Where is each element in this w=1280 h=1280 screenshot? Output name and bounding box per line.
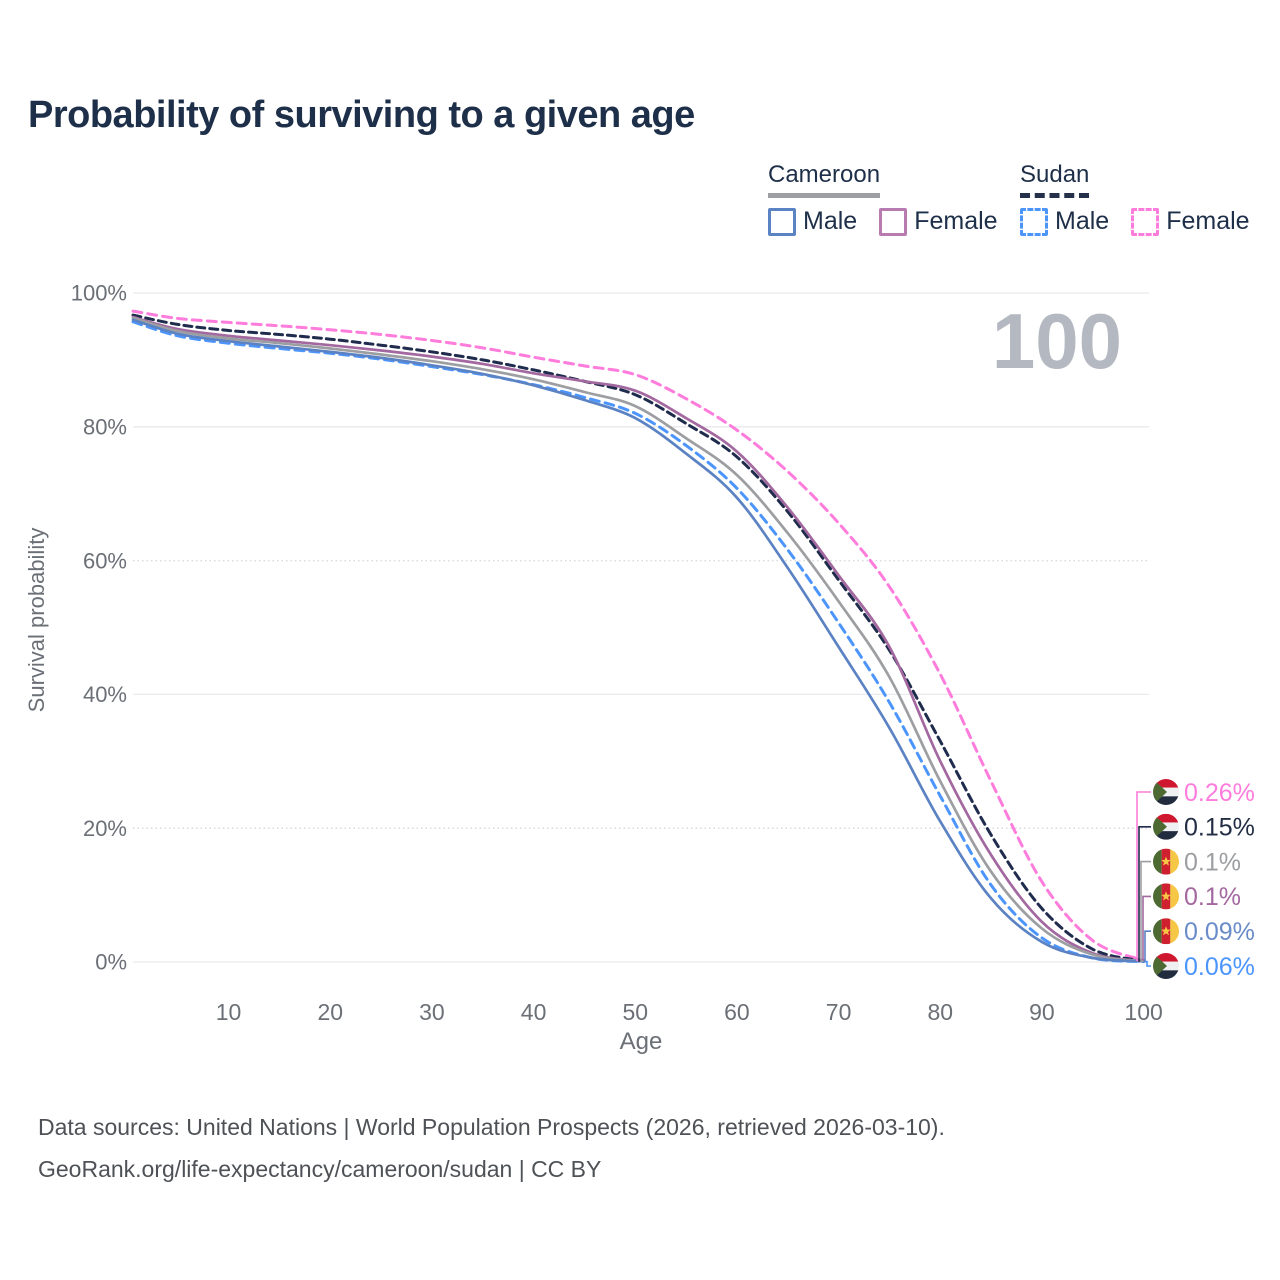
y-tick-label: 20%: [83, 816, 127, 841]
legend-item-label: Female: [914, 207, 998, 235]
x-tick-label: 80: [927, 999, 953, 1025]
legend-swatch-icon: [879, 207, 908, 236]
cameroon-flag-icon: [1153, 883, 1179, 910]
x-tick-label: 70: [826, 999, 852, 1025]
sudan-flag-icon: [1153, 953, 1179, 979]
x-tick-label: 90: [1029, 999, 1055, 1025]
footer: Data sources: United Nations | World Pop…: [38, 1106, 945, 1190]
legend-item-cameroon-male[interactable]: Male: [768, 207, 857, 236]
x-tick-label: 10: [216, 999, 242, 1025]
end-label-leader-line: [1140, 860, 1151, 963]
end-label-value-cameroon-both: 0.1%: [1184, 848, 1241, 876]
footer-attribution: GeoRank.org/life-expectancy/cameroon/sud…: [38, 1156, 602, 1182]
end-label-value-sudan-both: 0.15%: [1184, 814, 1255, 842]
legend-swatch-icon: [1131, 207, 1160, 236]
page-title: Probability of surviving to a given age: [28, 94, 695, 136]
x-tick-label: 100: [1124, 999, 1162, 1025]
footer-data-sources: Data sources: United Nations | World Pop…: [38, 1114, 945, 1140]
y-tick-label: 0%: [95, 950, 127, 975]
age-100-watermark: 100: [992, 297, 1122, 385]
legend-group-title-sudan: Sudan: [1020, 162, 1090, 198]
end-label-value-sudan-male: 0.06%: [1184, 953, 1255, 981]
legend-item-label: Male: [803, 207, 858, 235]
legend-swatch-icon: [1020, 207, 1048, 236]
sudan-flag-icon: [1153, 813, 1179, 840]
curve-sudan-male[interactable]: [131, 320, 1146, 964]
legend-group-sudan: Sudan Male Female: [1020, 162, 1250, 236]
x-tick-label: 60: [724, 999, 750, 1025]
y-tick-label: 100%: [71, 281, 127, 306]
x-tick-label: 50: [622, 999, 648, 1025]
curve-cameroon-both[interactable]: [131, 316, 1145, 963]
legend-item-label: Female: [1166, 207, 1250, 235]
legend-group-title-cameroon: Cameroon: [768, 162, 881, 198]
legend: Cameroon Male Female Sudan Male Female: [0, 162, 1280, 242]
legend-swatch-icon: [768, 207, 796, 236]
legend-item-label: Male: [1055, 207, 1110, 235]
y-tick-label: 60%: [83, 548, 127, 573]
curve-sudan-both[interactable]: [131, 313, 1146, 963]
end-label-value-cameroon-female: 0.1%: [1184, 883, 1241, 911]
x-tick-label: 20: [317, 999, 343, 1025]
legend-item-sudan-male[interactable]: Male: [1020, 207, 1109, 236]
y-tick-label: 40%: [83, 682, 127, 707]
cameroon-flag-icon: [1153, 848, 1179, 875]
cameroon-flag-icon: [1153, 918, 1179, 945]
end-label-leader-line: [1143, 930, 1151, 963]
y-tick-label: 80%: [83, 415, 127, 440]
sudan-flag-icon: [1153, 779, 1179, 805]
y-axis-title: Survival probability: [24, 528, 49, 713]
x-tick-label: 40: [521, 999, 547, 1025]
end-label-leader-line: [1143, 960, 1151, 967]
legend-group-cameroon: Cameroon Male Female: [768, 162, 998, 236]
end-label-value-cameroon-male: 0.09%: [1184, 918, 1255, 946]
legend-item-sudan-female[interactable]: Female: [1131, 207, 1250, 236]
x-tick-label: 30: [419, 999, 445, 1025]
curve-sudan-female[interactable]: [131, 309, 1146, 962]
x-axis-title: Age: [620, 1028, 663, 1055]
curve-cameroon-female[interactable]: [131, 315, 1145, 963]
curve-cameroon-male[interactable]: [131, 318, 1145, 963]
legend-item-cameroon-female[interactable]: Female: [879, 207, 998, 236]
end-label-value-sudan-female: 0.26%: [1184, 779, 1255, 807]
